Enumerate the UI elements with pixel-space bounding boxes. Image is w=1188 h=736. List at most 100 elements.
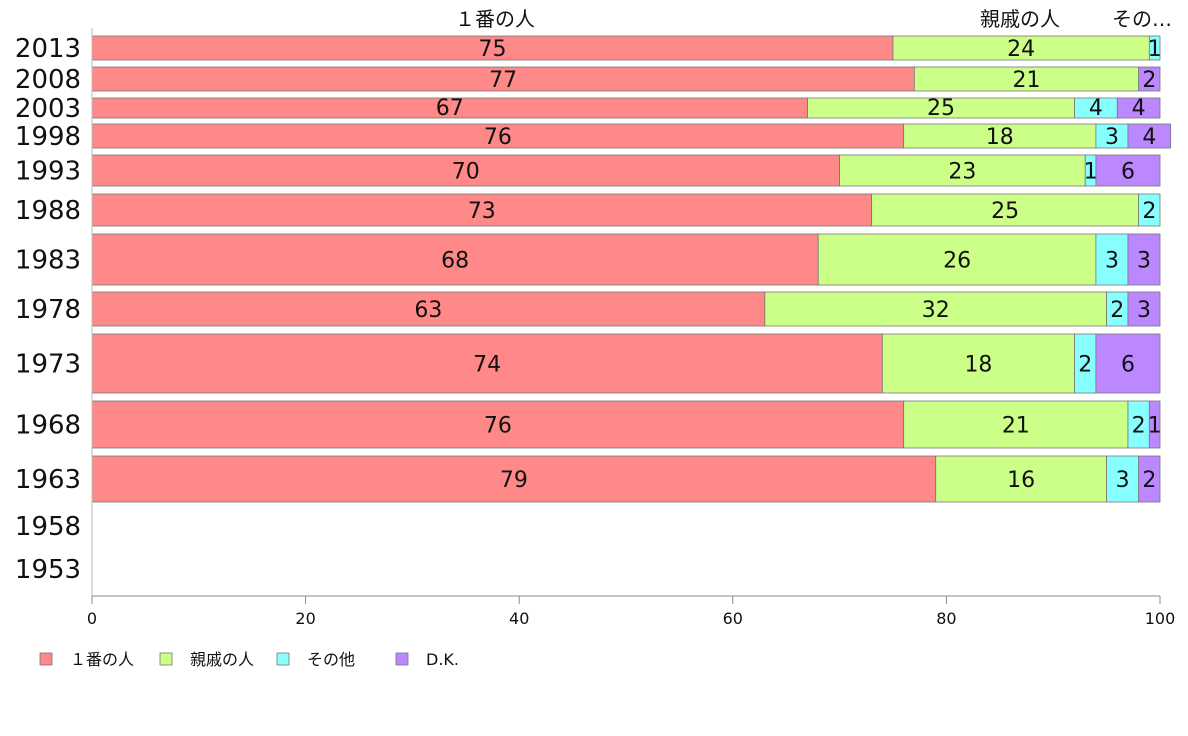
x-tick-label: 60 xyxy=(723,609,743,628)
x-tick-label: 40 xyxy=(509,609,529,628)
data-label: 4 xyxy=(1132,96,1146,121)
data-label: 6 xyxy=(1121,352,1135,377)
bar-segment xyxy=(1095,154,1161,187)
legend-swatch xyxy=(39,652,53,666)
x-tick-label: 80 xyxy=(936,609,956,628)
bar-segment xyxy=(1127,123,1172,149)
data-label: 4 xyxy=(1089,96,1103,121)
data-label: 18 xyxy=(964,352,992,377)
bar-segment xyxy=(91,400,905,449)
year-label: 1998 xyxy=(15,122,81,152)
bar-segment xyxy=(1127,233,1161,286)
data-label: 76 xyxy=(484,413,512,438)
data-label: 6 xyxy=(1121,159,1135,184)
year-label: 1988 xyxy=(15,196,81,226)
legend-swatch xyxy=(159,652,173,666)
bar-segment xyxy=(91,123,905,149)
year-label: 1978 xyxy=(15,295,81,325)
data-label: 32 xyxy=(922,298,950,323)
data-label: 75 xyxy=(479,37,507,62)
data-label: 4 xyxy=(1142,125,1156,150)
x-tick-label: 100 xyxy=(1145,609,1176,628)
data-label: 1 xyxy=(1084,159,1098,184)
data-label: 3 xyxy=(1137,248,1151,273)
bar-segment xyxy=(1138,455,1161,503)
data-label: 2 xyxy=(1142,199,1156,224)
data-label: 2 xyxy=(1110,298,1124,323)
data-label: 70 xyxy=(452,159,480,184)
bar-segment xyxy=(1095,233,1129,286)
bar-segment xyxy=(1138,66,1161,92)
data-label: 23 xyxy=(948,159,976,184)
data-label: 63 xyxy=(414,298,442,323)
top-series-label: その… xyxy=(1112,7,1172,31)
bar-segment xyxy=(871,193,1140,227)
year-label: 1993 xyxy=(15,157,81,187)
data-label: 25 xyxy=(991,199,1019,224)
year-label: 2003 xyxy=(15,94,81,124)
data-label: 2 xyxy=(1142,68,1156,93)
bar-segment xyxy=(91,154,840,187)
data-label: 79 xyxy=(500,468,528,493)
bar-segment xyxy=(839,154,1086,187)
bar-segment xyxy=(91,291,766,327)
bar-segment xyxy=(1127,291,1161,327)
data-label: 25 xyxy=(927,96,955,121)
data-label: 21 xyxy=(1002,413,1030,438)
bar-segment xyxy=(1138,193,1161,227)
bar-segment xyxy=(91,233,819,286)
year-label: 1963 xyxy=(15,465,81,495)
data-label: 21 xyxy=(1013,68,1041,93)
year-label: 1953 xyxy=(15,555,81,585)
data-label: 67 xyxy=(436,96,464,121)
year-label: 2008 xyxy=(15,65,81,95)
data-label: 2 xyxy=(1078,352,1092,377)
legend-label: D.K. xyxy=(426,650,459,669)
data-label: 16 xyxy=(1007,468,1035,493)
legend-label: １番の人 xyxy=(70,650,134,669)
legend-swatch xyxy=(276,652,290,666)
bar-segment xyxy=(1116,97,1161,119)
data-label: 18 xyxy=(986,125,1014,150)
year-label: 1973 xyxy=(15,350,81,380)
x-tick-label: 20 xyxy=(295,609,315,628)
bar-segment xyxy=(881,333,1075,394)
top-series-label: １番の人 xyxy=(455,7,535,31)
data-label: 77 xyxy=(489,68,517,93)
bar-segment xyxy=(1095,123,1129,149)
bar-segment xyxy=(1095,333,1161,394)
year-label: 1968 xyxy=(15,411,81,441)
bar-segment xyxy=(91,333,883,394)
x-tick-label: 0 xyxy=(87,609,97,628)
data-label: 2 xyxy=(1132,413,1146,438)
data-label: 1 xyxy=(1148,413,1162,438)
data-label: 68 xyxy=(441,248,469,273)
bar-segment xyxy=(935,455,1107,503)
bar-segment xyxy=(1148,400,1161,449)
data-label: 24 xyxy=(1007,37,1035,62)
bar-segment xyxy=(91,193,873,227)
year-label: 1958 xyxy=(15,512,81,542)
bar-segment xyxy=(817,233,1097,286)
data-label: 3 xyxy=(1105,248,1119,273)
bar-segment xyxy=(903,123,1097,149)
bar-segment xyxy=(903,400,1129,449)
data-label: 3 xyxy=(1116,468,1130,493)
year-label: 1983 xyxy=(15,246,81,276)
data-label: 3 xyxy=(1137,298,1151,323)
data-label: 3 xyxy=(1105,125,1119,150)
year-label: 2013 xyxy=(15,34,81,64)
data-label: 1 xyxy=(1148,37,1162,62)
top-series-label: 親戚の人 xyxy=(980,7,1060,31)
data-label: 74 xyxy=(473,352,501,377)
legend-label: その他 xyxy=(307,650,355,669)
bar-segment xyxy=(764,291,1108,327)
legend-swatch xyxy=(395,652,409,666)
data-label: 26 xyxy=(943,248,971,273)
legend-label: 親戚の人 xyxy=(190,650,254,669)
bar-segment xyxy=(91,35,894,61)
bar-segment xyxy=(1148,35,1161,61)
data-label: 76 xyxy=(484,125,512,150)
